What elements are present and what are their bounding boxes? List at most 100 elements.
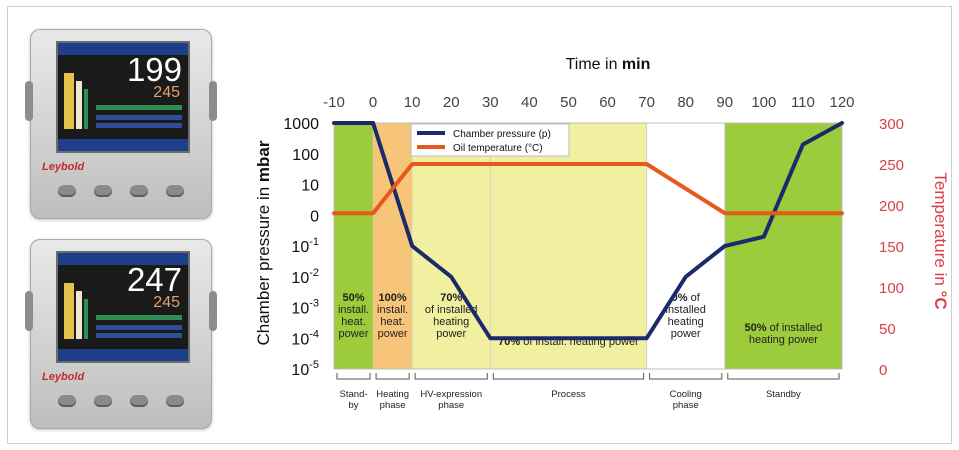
phase-band-4: [646, 123, 725, 369]
phase-bracket: [336, 373, 371, 380]
device-button: [130, 395, 148, 407]
series-line-0: [332, 121, 844, 341]
device-screen-header: [58, 253, 188, 265]
device-setpoint: 245: [153, 84, 180, 101]
y-right-tick-label: 200: [879, 198, 904, 215]
phase-power-label: 70% of installed heating power: [425, 292, 478, 340]
x-tick-label: 40: [521, 94, 538, 111]
series-line-1: [332, 162, 844, 216]
y-right-axis-title: Temperature in °C: [931, 172, 950, 309]
device-side-knob: [25, 291, 33, 331]
phase-bracket: [727, 373, 840, 380]
device-screen-row: [96, 105, 182, 110]
y-left-tick-label: 100: [292, 147, 319, 164]
x-tick-label: 60: [599, 94, 616, 111]
device-bar: [84, 89, 88, 129]
device-screen-footer: [58, 349, 188, 361]
x-tick-label: 70: [638, 94, 655, 111]
device-setpoint: 245: [153, 294, 180, 311]
device-brand-logo: Leybold: [42, 371, 85, 383]
controller-device-top: 199 245 Leybold: [25, 29, 217, 219]
device-buttons: [58, 185, 186, 201]
y-left-tick-label: 10: [301, 178, 319, 195]
phase-bracket: [649, 373, 723, 380]
device-bar: [76, 81, 82, 129]
y-left-tick-label: 10-5: [291, 359, 319, 379]
device-side-knob: [209, 81, 217, 121]
y-left-axis-title: Chamber pressure in mbar: [254, 140, 273, 345]
controller-device-bottom: 247 245 Leybold: [25, 239, 217, 429]
x-tick-label: 80: [677, 94, 694, 111]
figure-frame: 199 245 Leybold 247 245: [7, 6, 952, 444]
legend-box: [410, 123, 570, 157]
device-button: [58, 185, 76, 197]
device-bar: [64, 283, 74, 339]
y-left-tick-label: 10-1: [291, 236, 319, 256]
device-screen-header: [58, 43, 188, 55]
phase-band-3: [490, 123, 647, 369]
y-left-tick-label: 10-2: [291, 267, 319, 287]
phase-power-label: 0% of installed heating power: [666, 292, 706, 340]
y-right-tick-label: 150: [879, 239, 904, 256]
phase-band-0: [334, 123, 374, 369]
device-button: [166, 185, 184, 197]
y-right-tick-label: 300: [879, 116, 904, 133]
x-tick-label: 50: [560, 94, 577, 111]
y-left-tick-label: 10-3: [291, 298, 319, 318]
device-side-knob: [25, 81, 33, 121]
phase-power-label: 100% install. heat. power: [377, 292, 408, 340]
y-right-tick-label: 250: [879, 157, 904, 174]
device-screen: 199 245: [56, 41, 190, 153]
device-button: [58, 395, 76, 407]
phase-name-label: Standby: [766, 389, 801, 400]
device-screen-row: [96, 123, 182, 128]
y-left-tick-label: 10-4: [291, 328, 319, 348]
phase-bracket: [492, 373, 645, 380]
phase-name-label: HV-expression phase: [420, 389, 482, 411]
phase-bracket: [375, 373, 410, 380]
phase-bracket: [414, 373, 488, 380]
x-tick-label: 0: [369, 94, 377, 111]
phase-name-label: Cooling phase: [670, 389, 702, 411]
x-tick-label: 10: [404, 94, 421, 111]
device-button: [94, 185, 112, 197]
device-side-knob: [209, 291, 217, 331]
device-buttons: [58, 395, 186, 411]
plot-frame: [333, 122, 843, 370]
phase-power-label: 50% install. heat. power: [338, 292, 369, 340]
device-screen-row: [96, 325, 182, 330]
device-button: [94, 395, 112, 407]
y-right-tick-label: 100: [879, 280, 904, 297]
device-screen-row: [96, 333, 182, 338]
phase-name-label: Heating phase: [376, 389, 409, 411]
process-chart: 50% install. heat. power 100% install. heat. po…: [254, 56, 950, 411]
device-button: [130, 185, 148, 197]
x-tick-label: 120: [829, 94, 854, 111]
phase-power-label: 50% of installed heating power: [745, 322, 823, 346]
legend-label: Chamber pressure (p): [453, 129, 551, 140]
y-left-tick-label: 0: [310, 208, 319, 225]
device-screen-footer: [58, 139, 188, 151]
x-tick-label: 110: [791, 94, 815, 111]
x-tick-label: 100: [751, 94, 776, 111]
device-brand-logo: Leybold: [42, 161, 85, 173]
legend-label: Oil temperature (°C): [453, 143, 543, 154]
device-bar: [76, 291, 82, 339]
phase-name-label: Process: [551, 389, 586, 400]
x-tick-label: 20: [443, 94, 460, 111]
device-screen: 247 245: [56, 251, 190, 363]
x-tick-label: 30: [482, 94, 499, 111]
y-right-tick-label: 50: [879, 321, 896, 338]
phase-band-1: [373, 123, 413, 369]
x-tick-label: 90: [716, 94, 733, 111]
device-screen-row: [96, 315, 182, 320]
device-bar: [64, 73, 74, 129]
device-button: [166, 395, 184, 407]
x-axis-title: Time in min: [566, 56, 651, 73]
device-screen-row: [96, 115, 182, 120]
y-left-tick-label: 1000: [283, 116, 319, 133]
device-reading: 199: [126, 51, 182, 88]
phase-band-5: [724, 123, 842, 369]
x-tick-label: -10: [323, 94, 345, 111]
y-right-tick-label: 0: [879, 362, 887, 379]
